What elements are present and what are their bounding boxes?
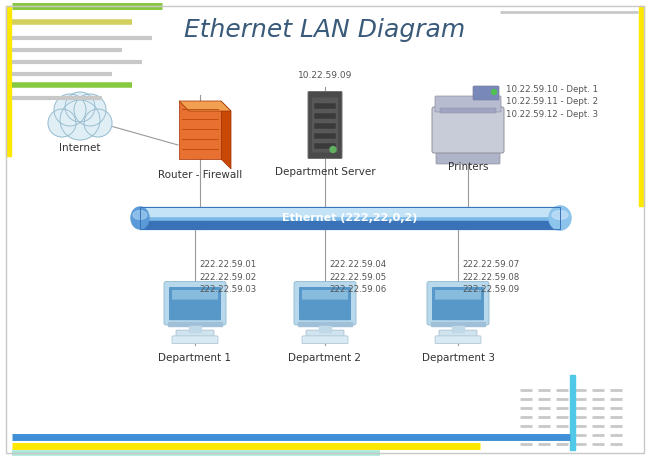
FancyBboxPatch shape [306,330,344,337]
FancyBboxPatch shape [308,91,342,158]
FancyBboxPatch shape [299,287,351,320]
Text: 10.22.59.10 - Dept. 1
10.22.59.11 - Dept. 2
10.22.59.12 - Dept. 3: 10.22.59.10 - Dept. 1 10.22.59.11 - Dept… [506,85,598,119]
Text: Router - Firewall: Router - Firewall [158,170,242,180]
Bar [314,133,336,139]
Circle shape [65,92,95,122]
Polygon shape [221,101,231,169]
FancyBboxPatch shape [435,290,481,300]
FancyBboxPatch shape [172,336,218,344]
FancyBboxPatch shape [432,287,484,320]
Bar [639,6,644,206]
Bar [168,322,222,326]
Circle shape [74,94,106,126]
Text: Ethernet (222,22,0,2): Ethernet (222,22,0,2) [282,213,418,223]
Bar [431,322,485,326]
FancyBboxPatch shape [294,282,356,325]
Ellipse shape [131,207,149,229]
Bar [142,208,558,216]
Bar [140,207,560,229]
Circle shape [60,100,100,140]
FancyBboxPatch shape [302,290,348,300]
FancyBboxPatch shape [435,336,481,344]
FancyBboxPatch shape [436,152,500,164]
Bar [298,322,352,326]
FancyBboxPatch shape [427,282,489,325]
Bar [314,142,336,149]
Text: 222.22.59.01
222.22.59.02
222.22.59.03: 222.22.59.01 222.22.59.02 222.22.59.03 [199,260,256,294]
Text: Department 3: Department 3 [421,353,495,363]
Text: Internet: Internet [59,143,101,153]
Text: Department 1: Department 1 [159,353,231,363]
Bar [314,102,336,108]
Ellipse shape [133,211,147,219]
FancyBboxPatch shape [176,330,214,337]
FancyBboxPatch shape [435,96,501,112]
Text: 222.22.59.07
222.22.59.08
222.22.59.09: 222.22.59.07 222.22.59.08 222.22.59.09 [462,260,519,294]
Bar [319,326,331,331]
FancyBboxPatch shape [302,336,348,344]
Bar [179,101,221,159]
Bar [140,207,560,229]
Circle shape [330,146,336,152]
FancyBboxPatch shape [164,282,226,325]
Bar [142,221,558,228]
Polygon shape [179,101,231,111]
Circle shape [54,94,86,126]
FancyBboxPatch shape [432,107,504,153]
Bar [314,112,336,118]
Bar [6,6,11,156]
Circle shape [491,90,497,95]
FancyBboxPatch shape [473,86,499,100]
Text: 222.22.59.04
222.22.59.05
222.22.59.06: 222.22.59.04 222.22.59.05 222.22.59.06 [329,260,386,294]
Bar [314,123,336,129]
Text: Department Server: Department Server [275,167,375,177]
FancyBboxPatch shape [439,330,477,337]
FancyBboxPatch shape [169,287,221,320]
Text: Ethernet LAN Diagram: Ethernet LAN Diagram [185,18,465,42]
Text: Printers: Printers [448,162,488,172]
Bar [570,375,575,450]
FancyBboxPatch shape [172,290,218,300]
FancyBboxPatch shape [440,108,496,113]
Text: Department 2: Department 2 [289,353,361,363]
FancyBboxPatch shape [312,97,338,152]
Ellipse shape [552,211,568,219]
Circle shape [48,109,76,137]
Text: 10.22.59.09: 10.22.59.09 [298,71,352,80]
Ellipse shape [549,206,571,230]
Circle shape [84,109,112,137]
Bar [452,326,464,331]
Bar [189,326,201,331]
